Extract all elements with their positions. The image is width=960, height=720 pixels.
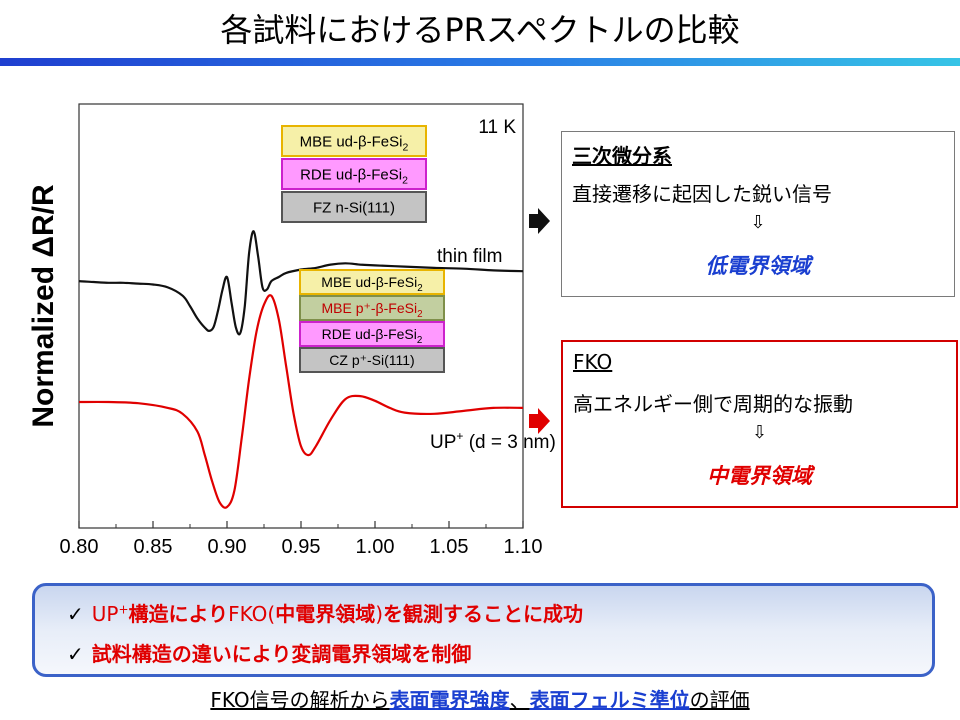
x-tick-label: 0.85 (134, 536, 173, 558)
footer-surface-fermi: 表面フェルミ準位 (529, 688, 690, 712)
summary-success: を観測することに成功 (383, 602, 584, 626)
series-label-up: UP+ (d = 3 nm) (430, 429, 556, 453)
x-tick-label: 1.10 (504, 536, 543, 558)
sample-legend-up: MBE ud-β-FeSi2 MBE p⁺-β-FeSi2 RDE ud-β-FeS… (299, 269, 445, 373)
footer-part: FKO信号の解析から (210, 688, 390, 712)
legend-swatch (299, 295, 445, 321)
legend-swatch (299, 347, 445, 373)
check-icon: ✓ (67, 602, 84, 626)
x-tick-label: 1.05 (430, 536, 469, 558)
summary-row-2: ✓ 試料構造の違いにより変調電界領域を制御 (67, 638, 471, 667)
legend-entry: MBE ud-β-FeSi2 (321, 274, 422, 294)
legend-swatch (281, 125, 427, 157)
legend-entry: RDE ud-β-FeSi2 (322, 326, 423, 346)
info-box-heading: 三次微分系 (572, 144, 672, 168)
legend-entry: RDE ud-β-FeSi2 (300, 166, 408, 186)
x-tick-label: 0.95 (282, 536, 321, 558)
series-layer (78, 230, 524, 509)
down-arrow-icon: ⇩ (750, 212, 766, 233)
black-arrow-icon (529, 208, 550, 234)
title-underline (0, 58, 960, 66)
summary-structure: 構造により (128, 602, 229, 626)
series-label-up-sup: + (456, 429, 463, 443)
info-box-heading: FKO (573, 350, 613, 374)
series-line-0 (78, 230, 524, 336)
x-axis-ticks: 0.80 0.85 0.90 0.95 1.00 1.05 1.10 (60, 521, 543, 558)
summary-up-sup: + (118, 602, 129, 617)
summary-up: UP (91, 602, 119, 626)
x-tick-label: 1.00 (356, 536, 395, 558)
info-box-result: 中電界領域 (707, 464, 812, 488)
legend-swatch (281, 158, 427, 190)
x-tick-label: 0.90 (208, 536, 247, 558)
legend-swatch (281, 191, 427, 223)
series-label-thin-film: thin film (437, 246, 502, 267)
footer-part: 、 (509, 688, 530, 712)
footer-surface-field: 表面電界強度 (389, 688, 510, 712)
page-title: 各試料におけるPRスペクトルの比較 (220, 11, 740, 49)
check-icon: ✓ (67, 642, 84, 666)
temperature-label: 11 K (478, 117, 516, 138)
summary-box: ✓ UP+構造によりFKO(中電界領域)を観測することに成功 ✓ 試料構造の違いによ… (32, 583, 935, 677)
x-tick-label: 0.80 (60, 536, 99, 558)
legend-swatch (299, 269, 445, 295)
red-arrow-icon (529, 408, 550, 434)
summary-control: 試料構造の違いにより変調電界領域を制御 (91, 642, 472, 666)
info-box-description: 直接遷移に起因した鋭い信号 (572, 182, 832, 206)
legend-entry: MBE ud-β-FeSi2 (300, 133, 409, 153)
info-box-description: 高エネルギー側で周期的な振動 (573, 392, 853, 416)
series-label-up-main: UP (430, 432, 456, 453)
info-box-third-derivative: 三次微分系 直接遷移に起因した鋭い信号 ⇩ 低電界領域 (561, 131, 955, 297)
legend-entry: MBE p⁺-β-FeSi2 (321, 300, 422, 320)
down-arrow-icon: ⇩ (751, 422, 768, 443)
legend-entry: FZ n-Si(111) (313, 199, 395, 216)
footer-note: FKO信号の解析から表面電界強度、表面フェルミ準位の評価 (0, 684, 960, 713)
series-line-1 (78, 294, 524, 509)
info-box-fko: FKO 高エネルギー側で周期的な振動 ⇩ 中電界領域 (561, 340, 958, 508)
summary-fko: FKO( (228, 602, 276, 626)
summary-row-1: ✓ UP+構造によりFKO(中電界領域)を観測することに成功 (67, 598, 583, 627)
summary-paren: ) (375, 602, 384, 626)
sample-legend-thin-film: MBE ud-β-FeSi2 RDE ud-β-FeSi2 FZ n-Si(111) (281, 125, 427, 223)
summary-mid-field: 中電界領域 (275, 602, 376, 626)
info-box-result: 低電界領域 (705, 254, 811, 278)
legend-swatch (299, 321, 445, 347)
footer-part: の評価 (689, 688, 750, 712)
legend-entry: CZ p⁺-Si(111) (329, 352, 414, 368)
series-label-up-rest: (d = 3 nm) (463, 432, 555, 453)
